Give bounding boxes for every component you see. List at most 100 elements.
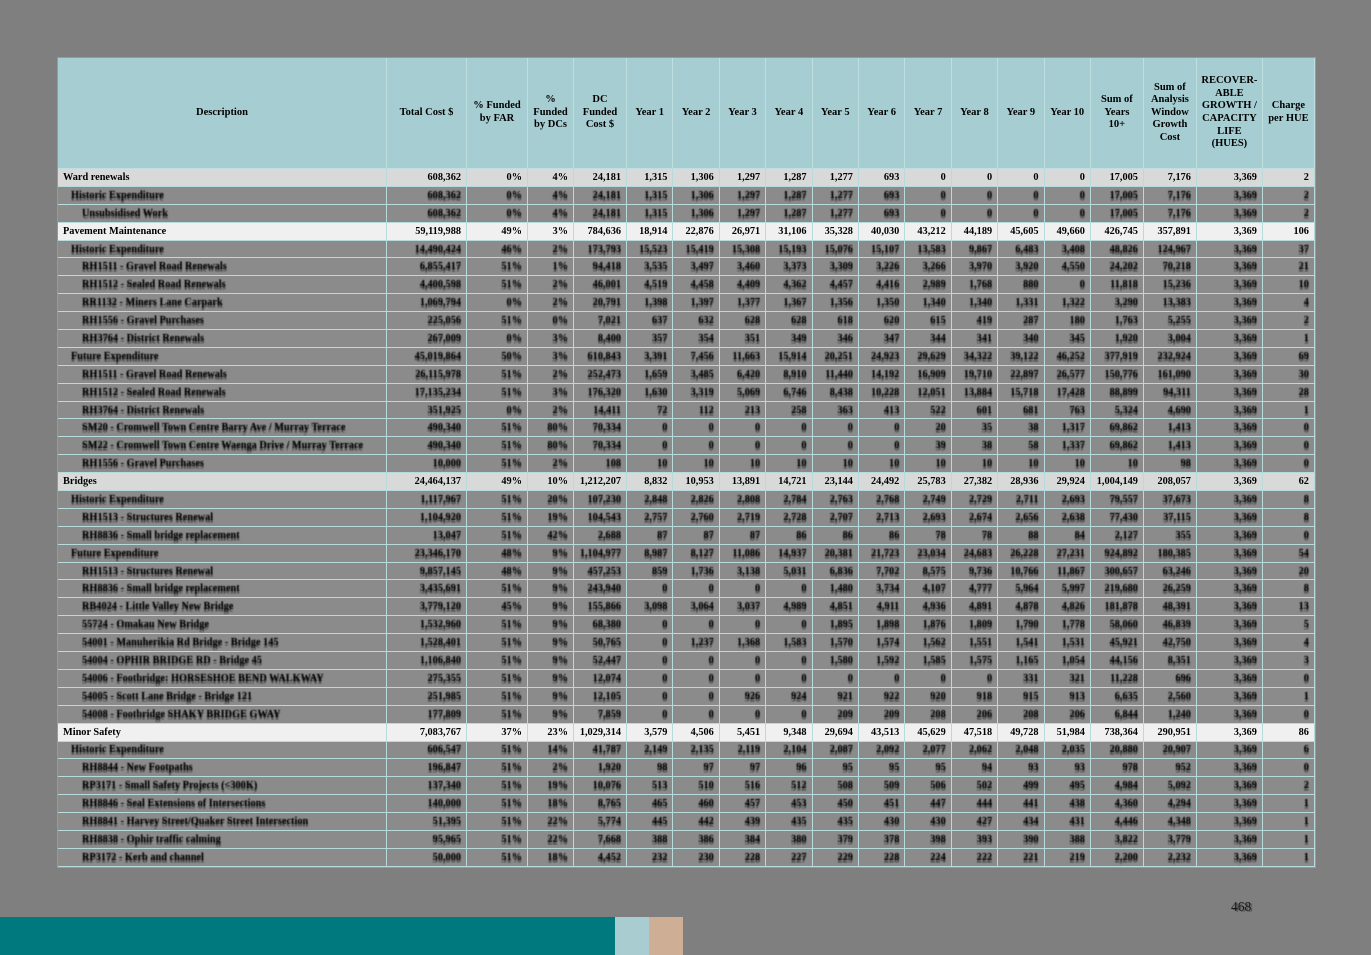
- row-description: RH1556 - Gravel Purchases: [58, 455, 387, 474]
- cell-value: 2: [1262, 169, 1315, 187]
- cell-value: 2,989: [905, 276, 952, 295]
- cell-value: 3,970: [951, 258, 999, 277]
- cell-value: 0: [766, 669, 813, 688]
- cell-value: 4,294: [1143, 795, 1197, 814]
- cell-value: 3,369: [1196, 723, 1263, 742]
- cell-value: 357: [627, 330, 674, 348]
- cell-value: 20: [1262, 562, 1315, 581]
- footer-accent-square-teal: [615, 917, 649, 955]
- column-header: Description: [58, 58, 387, 169]
- cell-value: 3,369: [1196, 437, 1263, 456]
- cell-value: 31,106: [766, 222, 813, 241]
- cell-value: 5,324: [1090, 401, 1144, 420]
- cell-value: 0: [627, 419, 674, 438]
- row-description: Historic Expenditure: [58, 186, 387, 205]
- cell-value: 490,340: [387, 419, 467, 438]
- cell-value: 62: [1262, 473, 1315, 492]
- cell-value: 1,377: [719, 294, 767, 313]
- cell-value: 35: [951, 419, 999, 438]
- cell-value: 3,004: [1143, 330, 1197, 348]
- cell-value: 80%: [528, 419, 574, 438]
- cell-value: 10: [858, 455, 906, 474]
- cell-value: 11,663: [719, 347, 767, 366]
- cell-value: 1,659: [627, 365, 674, 384]
- cell-value: 3,460: [719, 258, 767, 277]
- cell-value: 10,076: [574, 777, 627, 796]
- cell-value: 3,369: [1196, 473, 1263, 492]
- cell-value: 3,920: [998, 258, 1045, 277]
- cell-value: 3,098: [627, 598, 674, 617]
- cell-value: 1,106,840: [387, 652, 467, 670]
- cell-value: 346: [812, 330, 859, 348]
- cell-value: 0: [1044, 169, 1091, 187]
- cell-value: 3%: [528, 347, 574, 366]
- cell-value: 12,074: [574, 669, 627, 688]
- cell-value: 86: [766, 526, 813, 545]
- cell-value: 608,362: [387, 169, 467, 187]
- cell-value: 3,369: [1196, 526, 1263, 545]
- cell-value: 26,228: [998, 544, 1045, 563]
- cell-value: 2,768: [858, 491, 906, 509]
- cell-value: 1,287: [766, 169, 813, 187]
- cell-value: 24,683: [951, 544, 999, 563]
- cell-value: 3,734: [858, 580, 906, 599]
- cell-value: 24,923: [858, 347, 906, 366]
- cell-value: 1,054: [1044, 652, 1091, 670]
- cell-value: 11,818: [1090, 276, 1144, 295]
- cell-value: 0: [858, 437, 906, 456]
- cell-value: 51%: [467, 616, 528, 635]
- cell-value: 17,135,234: [387, 383, 467, 402]
- cell-value: 48,391: [1143, 598, 1197, 617]
- cell-value: 8,438: [812, 383, 859, 402]
- cell-value: 6,483: [998, 240, 1045, 259]
- cell-value: 0: [905, 169, 952, 187]
- cell-value: 8,765: [574, 795, 627, 814]
- cell-value: 363: [812, 401, 859, 420]
- cell-value: 0: [673, 580, 720, 599]
- cell-value: 398: [905, 830, 952, 849]
- cell-value: 6: [1262, 741, 1315, 760]
- cell-value: 19%: [528, 508, 574, 527]
- cell-value: 2,127: [1090, 526, 1144, 545]
- cell-value: 17,005: [1090, 204, 1144, 223]
- cell-value: 206: [951, 705, 999, 724]
- cell-value: 1: [1262, 687, 1315, 706]
- cell-value: 20: [905, 419, 952, 438]
- cell-value: 344: [905, 330, 952, 348]
- cell-value: 15,076: [812, 240, 859, 259]
- cell-value: 0: [1044, 204, 1091, 223]
- cell-value: 51%: [467, 455, 528, 474]
- cell-value: 20,381: [812, 544, 859, 563]
- cell-value: 70,334: [574, 437, 627, 456]
- cell-value: 0: [998, 186, 1045, 205]
- cell-value: 34,322: [951, 347, 999, 366]
- cell-value: 0%: [467, 186, 528, 205]
- cell-value: 2,048: [998, 741, 1045, 760]
- cell-value: 0: [951, 204, 999, 223]
- cell-value: 0%: [467, 401, 528, 420]
- cell-value: 15,914: [766, 347, 813, 366]
- cell-value: 38: [951, 437, 999, 456]
- cell-value: 25,783: [905, 473, 952, 492]
- row-description: RH8841 - Harvey Street/Quaker Street Int…: [58, 813, 387, 831]
- cell-value: 1,306: [673, 169, 720, 187]
- cell-value: 70,218: [1143, 258, 1197, 277]
- cell-value: 4,851: [812, 598, 859, 617]
- cell-value: 1,337: [1044, 437, 1091, 456]
- cell-value: 79,557: [1090, 491, 1144, 509]
- cell-value: 2,104: [766, 741, 813, 760]
- cell-value: 28: [1262, 383, 1315, 402]
- row-description: 54001 - Manuherikia Rd Bridge - Bridge 1…: [58, 634, 387, 653]
- cell-value: 1,480: [812, 580, 859, 599]
- cell-value: 219: [1044, 848, 1091, 867]
- cell-value: 3,064: [673, 598, 720, 617]
- cell-value: 1,104,920: [387, 508, 467, 527]
- cell-value: 2,200: [1090, 848, 1144, 867]
- cell-value: 3,369: [1196, 687, 1263, 706]
- cell-value: 98: [1143, 455, 1197, 474]
- cell-value: 300,657: [1090, 562, 1144, 581]
- row-description: Historic Expenditure: [58, 491, 387, 509]
- cell-value: 3%: [528, 330, 574, 348]
- cell-value: 9%: [528, 544, 574, 563]
- cell-value: 1: [1262, 813, 1315, 831]
